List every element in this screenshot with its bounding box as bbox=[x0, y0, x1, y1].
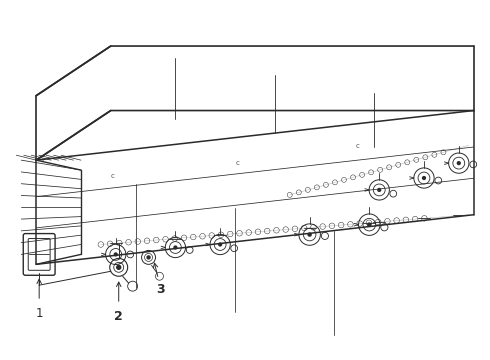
Circle shape bbox=[173, 246, 177, 249]
Circle shape bbox=[457, 161, 461, 165]
Text: 2: 2 bbox=[114, 310, 123, 323]
Circle shape bbox=[422, 176, 426, 180]
Circle shape bbox=[367, 222, 371, 227]
Circle shape bbox=[117, 265, 121, 269]
Circle shape bbox=[114, 252, 118, 257]
Text: c: c bbox=[236, 160, 240, 166]
Text: c: c bbox=[355, 143, 359, 149]
Text: 1: 1 bbox=[35, 307, 43, 320]
Text: 3: 3 bbox=[156, 283, 165, 296]
Circle shape bbox=[377, 188, 381, 192]
Circle shape bbox=[147, 256, 150, 259]
Circle shape bbox=[218, 242, 222, 247]
Circle shape bbox=[307, 232, 312, 237]
Text: c: c bbox=[111, 173, 115, 179]
